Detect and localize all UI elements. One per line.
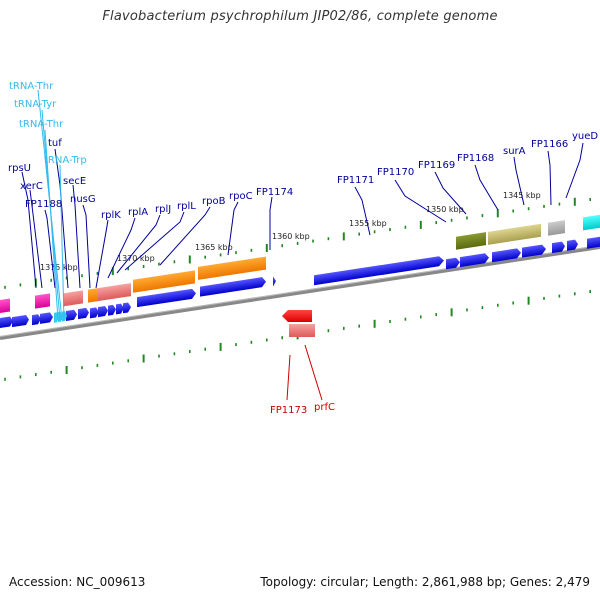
gene-label-FP1170[interactable]: FP1170 bbox=[377, 167, 414, 178]
kbp-label-1350: 1350 kbp bbox=[426, 205, 464, 214]
cds-arrow[interactable] bbox=[273, 276, 276, 287]
gene-label-tRNA-Trp[interactable]: tRNA-Trp bbox=[44, 155, 87, 166]
kbp-label-1360: 1360 kbp bbox=[272, 232, 310, 241]
gene-label-FP1174[interactable]: FP1174 bbox=[256, 187, 293, 198]
cds-arrow[interactable] bbox=[460, 253, 489, 268]
gene-label-surA[interactable]: surA bbox=[503, 146, 526, 157]
forward-cds-row bbox=[0, 236, 600, 329]
cds-arrow[interactable] bbox=[0, 316, 13, 329]
feature-pseudo[interactable] bbox=[63, 290, 83, 307]
gene-label-tRNA-Tyr[interactable]: tRNA-Tyr bbox=[14, 99, 57, 110]
genome-summary-label: Topology: circular; Length: 2,861,988 bp… bbox=[260, 575, 590, 589]
cds-arrow[interactable] bbox=[32, 314, 41, 326]
gene-label-rplL[interactable]: rplL bbox=[177, 201, 196, 212]
cds-arrow[interactable] bbox=[314, 256, 444, 286]
cds-arrow[interactable] bbox=[123, 302, 131, 314]
kbp-label-1365: 1365 kbp bbox=[195, 243, 233, 252]
gene-label-prfC[interactable]: prfC bbox=[314, 402, 335, 413]
kbp-label-1370: 1370 kbp bbox=[117, 254, 155, 263]
gene-label-FP1171[interactable]: FP1171 bbox=[337, 175, 374, 186]
cds-arrow[interactable] bbox=[66, 309, 77, 321]
feature-orange[interactable] bbox=[133, 270, 195, 293]
cds-arrow[interactable] bbox=[587, 236, 600, 249]
cds-arrow[interactable] bbox=[108, 304, 116, 316]
feature-khaki[interactable] bbox=[488, 223, 541, 245]
cds-arrow[interactable] bbox=[552, 241, 565, 254]
gene-label-rpoB[interactable]: rpoB bbox=[202, 196, 226, 207]
gene-label-xerC[interactable]: xerC bbox=[20, 181, 43, 192]
gene-label-FP1173[interactable]: FP1173 bbox=[270, 405, 307, 416]
forward-feature-row-outer bbox=[0, 214, 600, 314]
cds-arrow[interactable] bbox=[522, 244, 546, 258]
cds-arrow[interactable] bbox=[446, 257, 460, 270]
cds-arrow[interactable] bbox=[98, 306, 108, 318]
feature-pseudo-reverse[interactable] bbox=[289, 324, 315, 337]
reverse-feature-row bbox=[282, 310, 315, 337]
cds-arrow[interactable] bbox=[567, 239, 578, 251]
outer-tick-ring bbox=[4, 197, 592, 289]
feature-cyan[interactable] bbox=[583, 214, 600, 231]
gene-label-rpoC[interactable]: rpoC bbox=[229, 191, 253, 202]
gene-label-rpsU[interactable]: rpsU bbox=[8, 163, 31, 174]
feature-magenta[interactable] bbox=[0, 298, 10, 314]
gene-label-secE[interactable]: secE bbox=[63, 176, 86, 187]
cds-arrow[interactable] bbox=[40, 312, 53, 324]
feature-magenta[interactable] bbox=[35, 293, 50, 309]
cds-arrow[interactable] bbox=[116, 303, 124, 315]
gene-label-FP1188[interactable]: FP1188 bbox=[25, 199, 62, 210]
cds-reverse-arrow[interactable] bbox=[282, 310, 312, 322]
reverse-gene-labels: FP1173 prfC bbox=[270, 402, 335, 416]
cds-arrow[interactable] bbox=[78, 307, 89, 320]
map-title: Flavobacterium psychrophilum JIP02/86, c… bbox=[102, 9, 498, 24]
feature-pseudo[interactable] bbox=[98, 283, 131, 302]
gene-label-yueD[interactable]: yueD bbox=[572, 131, 598, 142]
feature-olive[interactable] bbox=[456, 232, 486, 250]
gene-label-tRNA-Thr[interactable]: tRNA-Thr bbox=[9, 81, 54, 92]
gene-label-rplA[interactable]: rplA bbox=[128, 207, 148, 218]
feature-orange[interactable] bbox=[198, 256, 266, 280]
cds-arrow[interactable] bbox=[492, 248, 521, 263]
label-leader-lines bbox=[21, 89, 584, 401]
gene-label-FP1169[interactable]: FP1169 bbox=[418, 160, 455, 171]
cds-arrow[interactable] bbox=[200, 277, 266, 297]
cds-arrow[interactable] bbox=[90, 307, 99, 319]
gene-label-tRNA-Thr[interactable]: tRNA-Thr bbox=[19, 119, 64, 130]
gene-label-FP1168[interactable]: FP1168 bbox=[457, 153, 494, 164]
accession-label: Accession: NC_009613 bbox=[9, 575, 146, 589]
gene-label-rplJ[interactable]: rplJ bbox=[155, 204, 171, 215]
forward-gene-labels: rpsU xerC FP1188 tRNA-Thr tRNA-Tyr tRNA-… bbox=[8, 81, 598, 221]
trna-arrow[interactable] bbox=[62, 311, 67, 322]
cds-arrow[interactable] bbox=[137, 288, 196, 308]
feature-gray[interactable] bbox=[548, 220, 565, 236]
feature-orange[interactable] bbox=[88, 288, 98, 303]
gene-label-tuf[interactable]: tuf bbox=[48, 138, 62, 149]
gene-label-FP1166[interactable]: FP1166 bbox=[531, 139, 568, 150]
cds-arrow[interactable] bbox=[12, 315, 29, 328]
kbp-label-1375: 1375 kbp bbox=[40, 263, 78, 272]
gene-label-nusG[interactable]: nusG bbox=[70, 194, 96, 205]
gene-label-rplK[interactable]: rplK bbox=[101, 210, 121, 221]
